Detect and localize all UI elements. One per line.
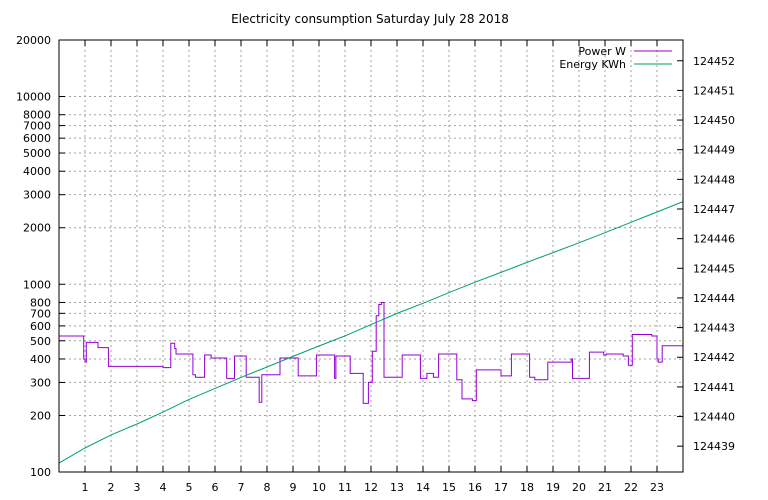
y-tick-label: 600 <box>30 320 51 333</box>
y-tick-label: 100 <box>30 466 51 479</box>
y2-tick-label: 124443 <box>693 322 735 335</box>
x-tick-label: 20 <box>572 481 586 494</box>
y-tick-label: 800 <box>30 296 51 309</box>
x-tick-label: 9 <box>290 481 297 494</box>
x-tick-label: 10 <box>312 481 326 494</box>
power-series-line <box>59 302 684 404</box>
y-tick-label: 6000 <box>23 132 51 145</box>
y2-tick-label: 124442 <box>693 351 735 364</box>
x-tick-label: 17 <box>494 481 508 494</box>
x-tick-label: 8 <box>264 481 271 494</box>
y2-tick-label: 124449 <box>693 144 735 157</box>
x-tick-label: 11 <box>338 481 352 494</box>
y2-tick-label: 124445 <box>693 262 735 275</box>
y-tick-label: 500 <box>30 335 51 348</box>
legend-label-power: Power W <box>578 45 626 58</box>
grid <box>59 39 683 473</box>
y2-tick-label: 124441 <box>693 381 735 394</box>
x-tick-label: 16 <box>468 481 482 494</box>
x-tick-label: 4 <box>160 481 167 494</box>
series-group <box>58 201 684 464</box>
y2-tick-label: 124439 <box>693 440 735 453</box>
y2-tick-label: 124447 <box>693 203 735 216</box>
y-tick-label: 10000 <box>16 91 51 104</box>
x-tick-label: 18 <box>520 481 534 494</box>
x-tick-label: 15 <box>442 481 456 494</box>
x-tick-label: 12 <box>364 481 378 494</box>
y2-tick-label: 124450 <box>693 114 735 127</box>
y-tick-label: 3000 <box>23 189 51 202</box>
chart-title: Electricity consumption Saturday July 28… <box>231 12 509 26</box>
y-tick-label: 700 <box>30 307 51 320</box>
x-tick-label: 3 <box>134 481 141 494</box>
y-tick-label: 7000 <box>23 120 51 133</box>
plot-frame <box>58 39 684 473</box>
legend: Power W Energy KWh <box>559 45 672 71</box>
y-tick-label: 8000 <box>23 109 51 122</box>
legend-label-energy: Energy KWh <box>559 58 626 71</box>
x-tick-label: 1 <box>82 481 89 494</box>
y-tick-label: 200 <box>30 409 51 422</box>
y2-tick-label: 124448 <box>693 173 735 186</box>
y-tick-label: 5000 <box>23 147 51 160</box>
x-tick-label: 2 <box>108 481 115 494</box>
x-tick-label: 19 <box>546 481 560 494</box>
y-tick-label: 300 <box>30 376 51 389</box>
x-tick-label: 7 <box>238 481 245 494</box>
y2-tick-label: 124452 <box>693 55 735 68</box>
x-tick-label: 5 <box>186 481 193 494</box>
x-tick-label: 14 <box>416 481 430 494</box>
x-tick-label: 6 <box>212 481 219 494</box>
y2-tick-label: 124446 <box>693 233 735 246</box>
x-tick-label: 23 <box>650 481 664 494</box>
y-tick-label: 2000 <box>23 222 51 235</box>
y2-tick-label: 124444 <box>693 292 735 305</box>
x-tick-label: 21 <box>598 481 612 494</box>
y-tick-label: 4000 <box>23 165 51 178</box>
y-tick-label: 20000 <box>16 34 51 47</box>
y2-tick-label: 124440 <box>693 411 735 424</box>
y-tick-label: 1000 <box>23 278 51 291</box>
y2-tick-label: 124451 <box>693 84 735 97</box>
energy-series-line <box>58 201 684 464</box>
x-tick-label: 22 <box>624 481 638 494</box>
axes-ticks: 1 2 3 4 5 6 7 8 9 10 11 12 13 14 15 16 17 18 19 20 21 22 23100… <box>16 34 735 494</box>
y-tick-label: 400 <box>30 353 51 366</box>
x-tick-label: 13 <box>390 481 404 494</box>
